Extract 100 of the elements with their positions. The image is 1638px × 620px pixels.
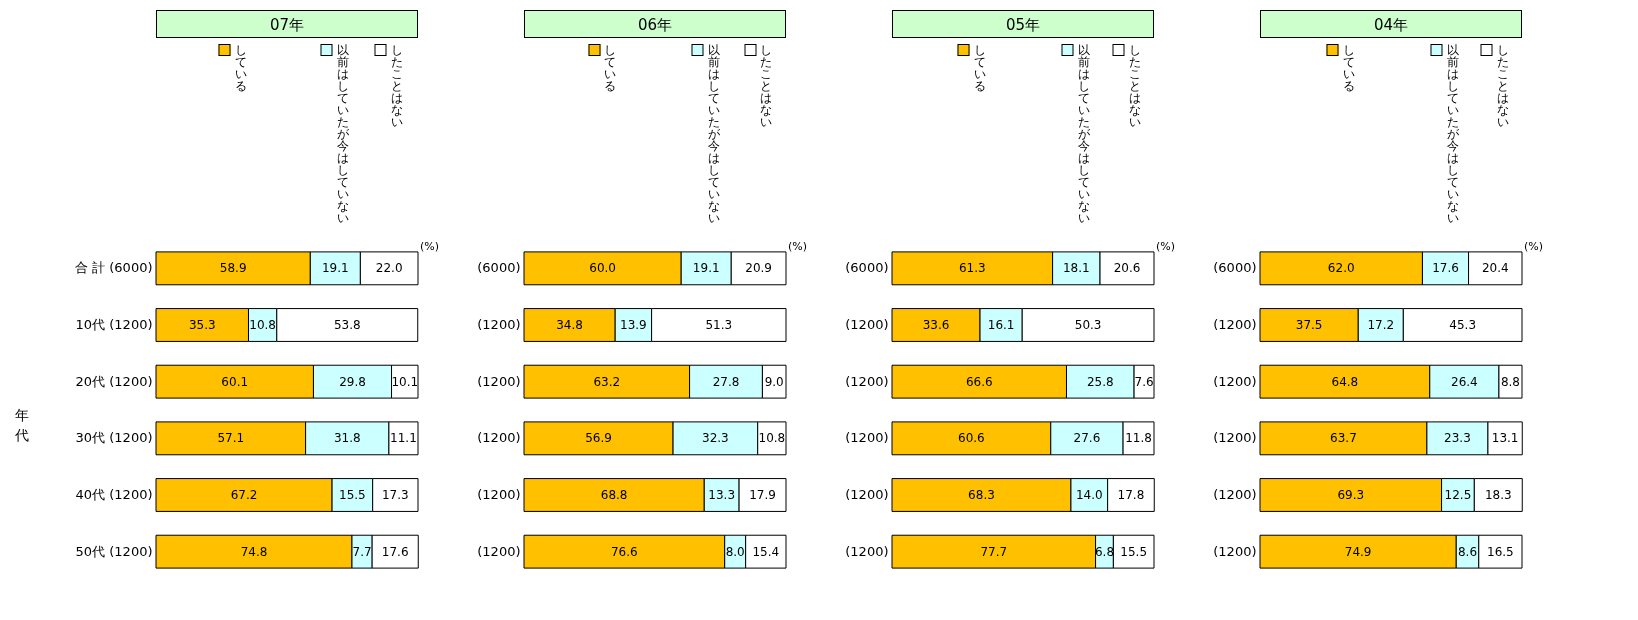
data-label: 20.9: [745, 261, 772, 276]
y-tick-label: (1200): [1213, 430, 1257, 446]
data-label: 12.5: [1444, 488, 1472, 502]
data-label: 33.6: [922, 318, 950, 332]
data-label: 56.9: [585, 431, 612, 446]
data-label: 8.8: [1500, 374, 1521, 389]
text: (%): [420, 240, 440, 253]
y-tick-label: 10代 (1200): [75, 317, 153, 332]
data-label: 20.6: [1113, 261, 1141, 276]
data-label: 63.2: [593, 374, 621, 389]
data-label: 64.8: [1331, 374, 1359, 389]
data-label: 35.3: [188, 318, 216, 332]
chart-title: 07年: [156, 10, 418, 38]
text: 以前はしていたが今はしていない: [1077, 43, 1090, 225]
data-label: 32.3: [702, 431, 729, 446]
data-label: 26.4: [1451, 374, 1478, 389]
data-label: 7.6: [1134, 374, 1154, 389]
data-label: 19.1: [692, 261, 720, 276]
data-label: 60.6: [958, 431, 985, 446]
y-tick-label: (1200): [1213, 543, 1257, 559]
y-tick-label: (6000): [477, 260, 521, 276]
data-label: 16.5: [1487, 544, 1514, 559]
data-label: 9.0: [764, 374, 784, 389]
data-label: 74.9: [1344, 544, 1372, 559]
data-label: 57.1: [217, 431, 245, 446]
data-label: 18.3: [1484, 488, 1512, 502]
y-tick-label: (1200): [477, 317, 521, 332]
data-label: 60.0: [589, 261, 616, 276]
data-label: 18.1: [1062, 261, 1090, 276]
y-tick-label: (1200): [1213, 373, 1257, 389]
data-label: 69.3: [1337, 488, 1365, 502]
data-label: 7.7: [352, 544, 372, 559]
data-label: 13.3: [708, 488, 736, 502]
data-label: 10.8: [758, 431, 786, 446]
chart-title: 05年: [892, 10, 1154, 38]
y-tick-label: (1200): [845, 317, 889, 332]
data-label: 10.8: [249, 318, 276, 332]
data-label: 25.8: [1086, 374, 1114, 389]
data-label: 17.2: [1367, 318, 1395, 332]
y-tick-label: 20代 (1200): [75, 373, 153, 389]
y-tick-label: (1200): [1213, 487, 1257, 502]
chart-title: 04年: [1260, 10, 1522, 38]
data-label: 17.3: [381, 488, 409, 502]
y-tick-label: (1200): [1213, 317, 1257, 332]
data-label: 50.3: [1074, 318, 1102, 332]
data-label: 10.1: [391, 374, 419, 389]
data-label: 19.1: [321, 261, 349, 276]
data-label: 11.1: [390, 431, 417, 446]
data-label: 61.3: [958, 261, 986, 276]
y-tick-label: (6000): [1213, 260, 1257, 276]
data-label: 67.2: [230, 488, 258, 502]
legend-label: している: [233, 43, 248, 93]
data-label: 13.9: [620, 318, 647, 332]
text: 以前はしていたが今はしていない: [1446, 43, 1459, 225]
y-tick-label: 30代 (1200): [75, 430, 153, 446]
text: 以前はしていたが今はしていない: [336, 43, 349, 225]
data-label: 13.1: [1491, 431, 1519, 446]
data-label: 16.1: [987, 318, 1015, 332]
data-label: 8.6: [1457, 544, 1478, 559]
legend-label: している: [1341, 43, 1356, 93]
legend-label: したことはない: [759, 43, 774, 129]
data-label: 29.8: [339, 374, 366, 389]
data-label: 22.0: [375, 261, 403, 276]
data-label: 15.5: [1120, 544, 1148, 559]
data-label: 20.4: [1481, 261, 1509, 276]
data-label: 27.6: [1073, 431, 1101, 446]
data-label: 68.8: [600, 488, 628, 502]
data-label: 17.6: [381, 544, 409, 559]
data-label: 68.3: [968, 488, 995, 502]
y-tick-label: 合 計 (6000): [75, 260, 153, 276]
y-tick-label: (1200): [477, 430, 521, 446]
text: (%): [1156, 240, 1176, 253]
data-label: 31.8: [333, 431, 361, 446]
data-label: 27.8: [712, 374, 740, 389]
text: 以前はしていたが今はしていない: [707, 43, 720, 225]
data-label: 77.7: [980, 544, 1008, 559]
y-tick-label: (1200): [845, 487, 889, 502]
data-label: 45.3: [1449, 318, 1477, 332]
data-label: 51.3: [705, 318, 733, 332]
data-label: 53.8: [333, 318, 361, 332]
legend-label: したことはない: [1127, 43, 1142, 129]
data-label: 58.9: [219, 261, 247, 276]
y-tick-label: (1200): [477, 373, 521, 389]
data-label: 60.1: [221, 374, 249, 389]
data-label: 17.6: [1432, 261, 1459, 276]
data-label: 11.8: [1125, 431, 1152, 446]
data-label: 14.0: [1075, 488, 1103, 502]
data-label: 17.8: [1117, 488, 1145, 502]
data-label: 74.8: [240, 544, 268, 559]
data-label: 8.0: [725, 544, 745, 559]
y-axis-title: 年代: [14, 406, 30, 445]
data-label: 76.6: [610, 544, 638, 559]
data-label: 17.9: [749, 488, 776, 502]
y-tick-label: (1200): [477, 487, 521, 502]
y-tick-label: 40代 (1200): [75, 487, 153, 502]
data-label: 23.3: [1444, 431, 1471, 446]
y-tick-label: 50代 (1200): [75, 543, 153, 559]
legend-label: したことはない: [1495, 43, 1510, 129]
text: (%): [1524, 240, 1544, 253]
legend-label: している: [972, 43, 987, 93]
